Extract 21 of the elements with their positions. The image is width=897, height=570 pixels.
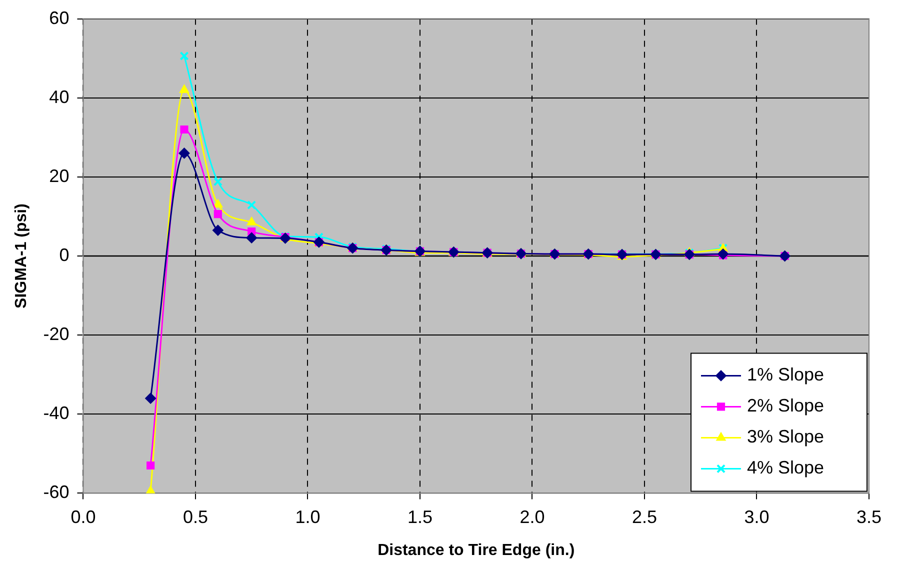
y-tick-label: -40 [43, 403, 70, 424]
x-tick-label: 2.0 [520, 506, 545, 527]
x-axis-title: Distance to Tire Edge (in.) [378, 542, 575, 559]
legend-label: 2% Slope [747, 396, 824, 416]
y-tick-label: 20 [49, 166, 70, 186]
legend-label: 1% Slope [747, 364, 824, 385]
x-tick-label: 1.0 [295, 506, 320, 527]
y-tick-label: 60 [49, 8, 70, 28]
legend-label: 3% Slope [747, 426, 824, 447]
y-tick-label: -60 [43, 482, 70, 502]
x-tick-label: 3.0 [744, 506, 770, 527]
x-tick-label: 0.5 [182, 506, 208, 527]
y-tick-label: -20 [43, 324, 70, 344]
y-tick-label: 40 [49, 86, 70, 107]
y-axis-title: SIGMA-1 (psi) [13, 204, 30, 308]
x-tick-label: 3.5 [856, 506, 882, 527]
x-tick-label: 0.0 [70, 506, 96, 527]
legend-label: 4% Slope [747, 458, 824, 478]
y-tick-label: 0 [59, 244, 70, 265]
x-tick-label: 1.5 [407, 506, 432, 527]
x-tick-label: 2.5 [632, 506, 658, 527]
